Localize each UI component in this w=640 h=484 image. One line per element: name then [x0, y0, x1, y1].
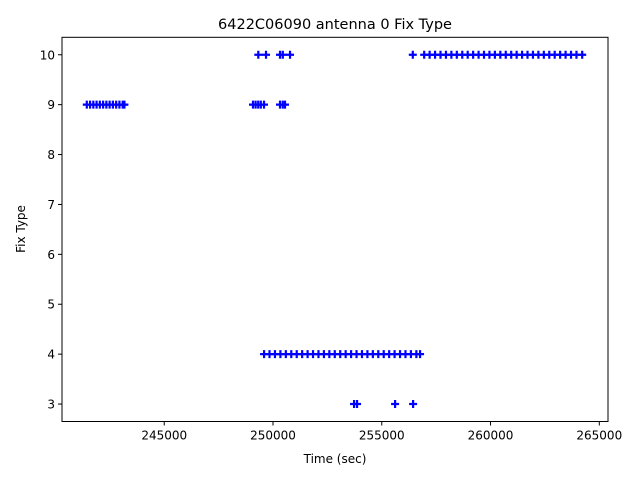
y-axis-label: Fix Type [14, 205, 28, 253]
chart-title: 6422C06090 antenna 0 Fix Type [218, 17, 452, 33]
data-point-fix-9 [259, 100, 268, 109]
data-point-fix-10 [286, 50, 295, 59]
data-point-fix-9 [281, 100, 290, 109]
x-tick-label: 245000 [141, 429, 187, 443]
y-tick-label: 8 [47, 148, 55, 162]
data-point-fix-4 [416, 350, 425, 359]
x-tick-label: 250000 [250, 429, 296, 443]
y-tick-label: 5 [47, 298, 55, 312]
axes-frame [61, 36, 609, 423]
data-point-fix-9 [120, 100, 129, 109]
y-tick-label: 6 [47, 248, 55, 262]
x-tick-label: 255000 [359, 429, 405, 443]
y-tick-label: 7 [47, 198, 55, 212]
data-points [82, 50, 587, 409]
data-point-fix-3 [353, 400, 362, 409]
data-point-fix-10 [278, 50, 287, 59]
x-tick-label: 265000 [576, 429, 622, 443]
y-axis-ticks: 3 4 5 6 7 8 9 10 [40, 48, 62, 412]
y-tick-label: 3 [47, 398, 55, 412]
data-point-fix-10 [254, 50, 263, 59]
data-point-fix-10 [262, 50, 270, 59]
y-tick-label: 10 [40, 48, 55, 62]
x-axis-label: Time (sec) [303, 452, 367, 466]
y-tick-label: 9 [47, 98, 55, 112]
data-point-fix-10 [578, 50, 587, 59]
data-point-fix-10 [408, 50, 417, 59]
data-point-fix-3 [391, 400, 400, 409]
data-point-fix-3 [409, 400, 418, 409]
x-axis-ticks: 245000 250000 255000 260000 265000 [141, 421, 622, 443]
y-tick-label: 4 [47, 348, 55, 362]
x-tick-label: 260000 [468, 429, 514, 443]
